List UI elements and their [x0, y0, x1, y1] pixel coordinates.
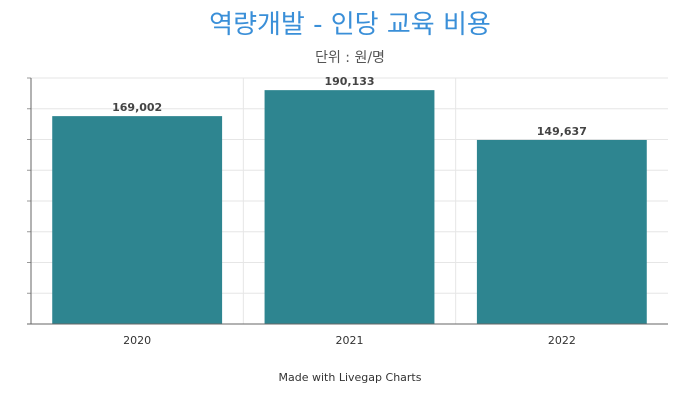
bar-value-label: 169,002 — [112, 101, 162, 114]
x-axis-tick-label: 2022 — [548, 334, 576, 347]
bar-2020 — [52, 116, 223, 325]
x-axis-tick-label: 2021 — [336, 334, 364, 347]
bar-2021 — [264, 90, 435, 324]
chart-title: 역량개발 - 인당 교육 비용 — [209, 10, 491, 40]
chart-subtitle: 단위 : 원/명 — [315, 50, 385, 66]
bar-2022 — [476, 139, 647, 324]
bar-value-label: 149,637 — [537, 125, 587, 138]
bar-value-label: 190,133 — [324, 75, 374, 88]
footer-credit: Made with Livegap Charts — [278, 371, 422, 384]
x-axis-tick-label: 2020 — [123, 334, 151, 347]
